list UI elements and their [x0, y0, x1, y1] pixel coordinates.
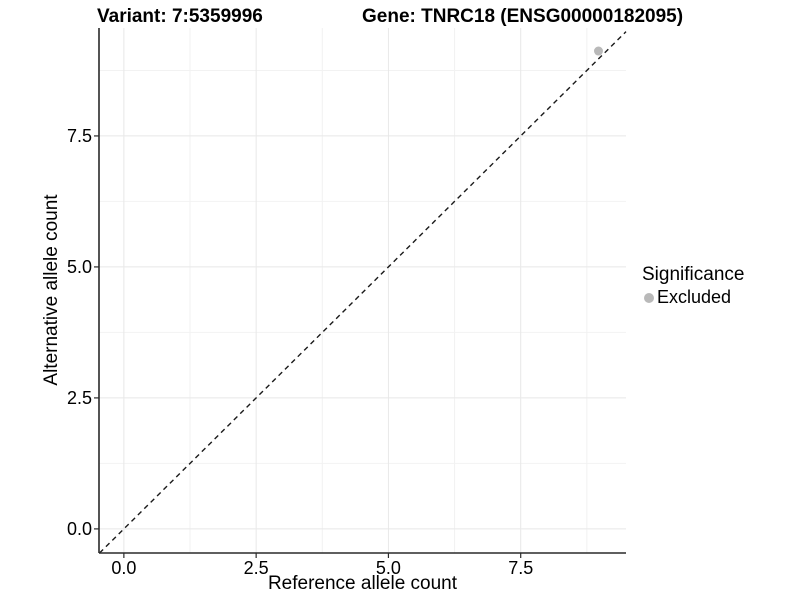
legend: Significance Excluded — [640, 263, 744, 308]
x-tick-label: 2.5 — [244, 558, 269, 578]
legend-title: Significance — [642, 264, 745, 285]
y-tick-label: 5.0 — [67, 257, 92, 277]
data-point — [593, 46, 603, 56]
x-tick-label: 5.0 — [376, 558, 401, 578]
plot-title-variant: Variant: 7:5359996 — [97, 6, 263, 27]
x-axis-title: Reference allele count — [267, 573, 458, 594]
y-axis-title: Alternative allele count — [41, 194, 62, 386]
x-tick-label: 0.0 — [111, 558, 136, 578]
y-tick-label: 0.0 — [67, 519, 92, 539]
y-tick-label: 2.5 — [67, 388, 92, 408]
legend-item-label: Excluded — [657, 287, 732, 307]
identity-dashed-line — [99, 31, 627, 554]
legend-point-icon — [644, 292, 654, 303]
y-tick-label: 7.5 — [67, 126, 92, 146]
plot-title-gene: Gene: TNRC18 (ENSG00000182095) — [362, 6, 684, 27]
legend-item-excluded: Excluded — [640, 287, 744, 308]
x-tick-label: 7.5 — [508, 558, 533, 578]
